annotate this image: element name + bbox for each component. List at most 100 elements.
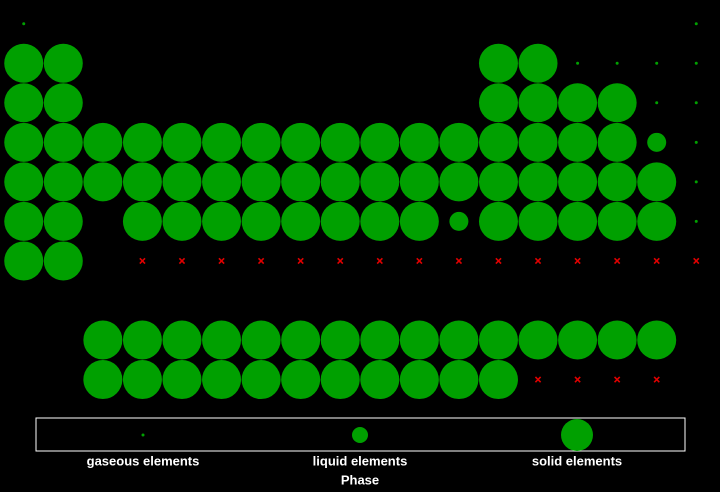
missing-marker: [574, 376, 581, 383]
element-marker: [122, 162, 162, 202]
element-marker: [478, 83, 518, 123]
element-marker: [281, 360, 321, 400]
element-marker: [202, 360, 242, 400]
element-marker: [558, 122, 598, 162]
element-marker: [637, 320, 677, 360]
x-stroke: [534, 376, 542, 383]
element-marker: [320, 122, 360, 162]
element-marker: [478, 162, 518, 202]
element-marker: [518, 162, 558, 202]
element-marker: [694, 101, 698, 105]
element-marker: [399, 162, 439, 202]
element-marker: [43, 43, 83, 83]
x-stroke: [455, 257, 463, 265]
element-marker: [399, 320, 439, 360]
missing-marker: [416, 257, 423, 265]
x-stroke: [495, 257, 502, 265]
element-marker: [320, 162, 360, 202]
element-marker: [320, 360, 360, 400]
element-marker: [597, 83, 637, 123]
element-marker: [43, 241, 83, 281]
element-marker: [655, 101, 659, 105]
element-marker: [694, 140, 698, 144]
x-stroke: [574, 376, 581, 383]
element-marker: [281, 201, 321, 241]
legend-box: [35, 417, 686, 452]
element-marker: [637, 201, 677, 241]
legend-label: solid elements: [532, 453, 622, 468]
element-marker: [122, 360, 162, 400]
element-marker: [518, 201, 558, 241]
element-marker: [162, 320, 202, 360]
element-marker: [439, 162, 479, 202]
element-marker: [43, 122, 83, 162]
element-marker: [615, 61, 619, 65]
element-marker: [694, 180, 698, 184]
element-marker: [320, 320, 360, 360]
missing-marker: [653, 257, 660, 265]
legend-marker: [352, 427, 368, 443]
element-marker: [241, 201, 281, 241]
element-marker: [597, 122, 637, 162]
x-stroke: [218, 257, 225, 265]
element-marker: [655, 61, 659, 65]
element-marker: [122, 122, 162, 162]
element-marker: [241, 360, 281, 400]
element-marker: [122, 201, 162, 241]
missing-marker: [139, 257, 146, 265]
legend-label: liquid elements: [313, 453, 408, 468]
legend-label: gaseous elements: [87, 453, 200, 468]
element-marker: [162, 360, 202, 400]
element-marker: [4, 201, 44, 241]
element-marker: [647, 132, 667, 152]
x-stroke: [376, 257, 383, 265]
element-marker: [202, 162, 242, 202]
missing-marker: [534, 376, 542, 383]
x-stroke: [613, 376, 621, 383]
x-stroke: [653, 376, 660, 383]
element-marker: [202, 122, 242, 162]
x-stroke: [297, 257, 304, 265]
element-marker: [122, 320, 162, 360]
missing-marker: [693, 257, 700, 265]
element-marker: [281, 122, 321, 162]
element-marker: [439, 320, 479, 360]
element-marker: [637, 162, 677, 202]
element-marker: [281, 320, 321, 360]
missing-marker: [178, 257, 186, 265]
x-stroke: [693, 257, 700, 265]
legend-title: Phase: [341, 472, 379, 487]
element-marker: [518, 43, 558, 83]
element-marker: [83, 122, 123, 162]
missing-marker: [218, 257, 225, 265]
missing-marker: [495, 257, 502, 265]
x-stroke: [416, 257, 423, 265]
element-marker: [162, 201, 202, 241]
element-marker: [360, 122, 400, 162]
element-marker: [399, 360, 439, 400]
x-stroke: [574, 257, 581, 265]
element-marker: [399, 122, 439, 162]
element-marker: [4, 83, 44, 123]
element-marker: [360, 201, 400, 241]
element-marker: [439, 360, 479, 400]
missing-marker: [257, 257, 265, 265]
element-marker: [597, 320, 637, 360]
legend-marker: [141, 433, 145, 437]
missing-marker: [613, 376, 621, 383]
element-marker: [478, 320, 518, 360]
element-marker: [162, 162, 202, 202]
missing-marker: [534, 257, 542, 265]
element-marker: [281, 162, 321, 202]
element-marker: [83, 320, 123, 360]
element-marker: [597, 201, 637, 241]
element-marker: [478, 122, 518, 162]
element-marker: [518, 320, 558, 360]
element-marker: [558, 320, 598, 360]
element-marker: [478, 43, 518, 83]
element-marker: [360, 360, 400, 400]
missing-marker: [376, 257, 383, 265]
element-marker: [558, 201, 598, 241]
x-stroke: [257, 257, 265, 265]
